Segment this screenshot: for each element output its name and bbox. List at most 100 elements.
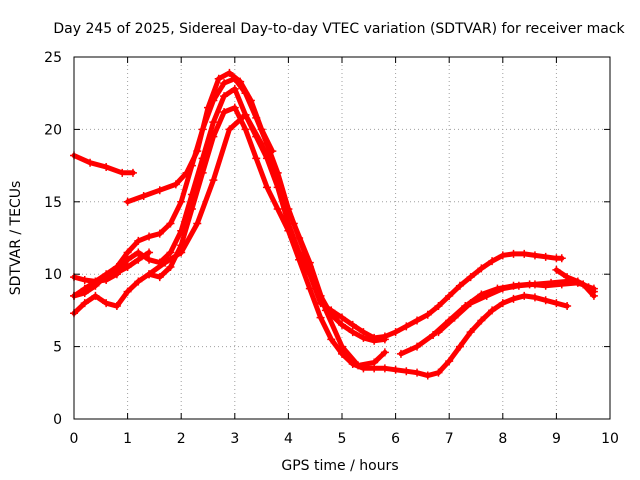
data-point [391,328,400,337]
data-point [466,328,475,337]
data-point [541,252,550,261]
data-point [209,132,218,141]
data-point [80,299,89,308]
data-point [455,281,464,290]
data-point [145,270,154,279]
data-point [80,275,89,284]
data-point [482,291,491,300]
data-point [509,249,518,258]
series-line [71,86,565,341]
data-point [166,219,175,228]
data-point [402,322,411,331]
data-point [273,176,282,185]
data-point [102,271,111,280]
data-point [134,277,143,286]
data-point [295,255,304,264]
data-point [241,125,250,134]
data-point [338,320,346,329]
y-tick-label: 20 [44,122,62,138]
data-point [198,125,207,134]
data-point [177,197,186,206]
x-tick-label: 9 [552,431,561,447]
data-point [220,108,229,117]
data-point [338,349,346,358]
data-point [230,74,239,83]
data-point [220,79,229,88]
data-point [466,273,475,282]
data-point [466,299,475,308]
data-point [166,262,175,271]
data-point [123,248,132,257]
data-point [112,302,121,311]
series-track-j [552,265,598,296]
series-track-f [70,248,154,300]
y-tick-label: 0 [53,412,62,428]
data-point [112,268,121,277]
series-line [71,153,136,176]
data-point [563,302,572,311]
x-tick-label: 0 [70,431,79,447]
data-point [289,219,298,228]
data-point [338,313,346,322]
y-tick-label: 5 [53,340,62,356]
data-point [177,248,186,257]
y-axis-label: SDTVAR / TECUs [8,181,24,296]
ticks: 0 1 2 3 4 5 6 7 8 9 10 0 5 10 15 20 25 [44,50,619,447]
data-point [91,281,100,290]
data-point [573,277,582,286]
data-point [198,168,207,177]
data-point [145,255,154,264]
y-tick-label: 25 [44,50,62,66]
data-point [498,251,507,260]
data-point [145,248,154,257]
data-point [547,278,556,287]
data-point [118,168,127,177]
series-track-a [70,151,137,177]
data-point [305,284,314,293]
data-point [134,255,143,264]
data-point [589,287,598,296]
data-point [123,262,132,271]
data-point [552,299,561,308]
series-line [71,105,570,379]
data-point [423,310,432,319]
data-point [354,361,363,370]
data-point [402,367,411,376]
data-point [584,283,593,292]
data-point [370,333,379,342]
x-tick-label: 6 [391,431,400,447]
chart-title: Day 245 of 2025, Sidereal Day-to-day VTE… [53,21,625,37]
data-point [214,74,223,83]
data-point [230,103,239,112]
data-point [434,368,443,377]
data-point [209,118,218,127]
data-point [128,168,137,177]
data-point [488,306,497,315]
data-point [445,291,454,300]
data-point [413,368,422,377]
data-point [209,176,218,185]
plot-series [70,68,598,380]
data-point [225,68,234,77]
series-line [71,250,152,299]
data-point [434,302,443,311]
y-tick-label: 15 [44,195,62,211]
data-point [252,154,261,163]
x-tick-label: 8 [498,431,507,447]
data-point [123,255,132,264]
data-point [321,306,330,315]
data-point [166,248,175,257]
data-point [193,219,202,228]
data-point [423,371,432,380]
data-point [316,313,325,322]
data-point [102,299,111,308]
data-point [520,249,529,258]
data-point [514,281,523,290]
data-point [273,205,282,214]
data-point [359,328,368,337]
data-point [477,316,486,325]
data-point [145,232,154,241]
data-point [123,197,132,206]
data-point [187,205,196,214]
data-point [348,320,357,329]
